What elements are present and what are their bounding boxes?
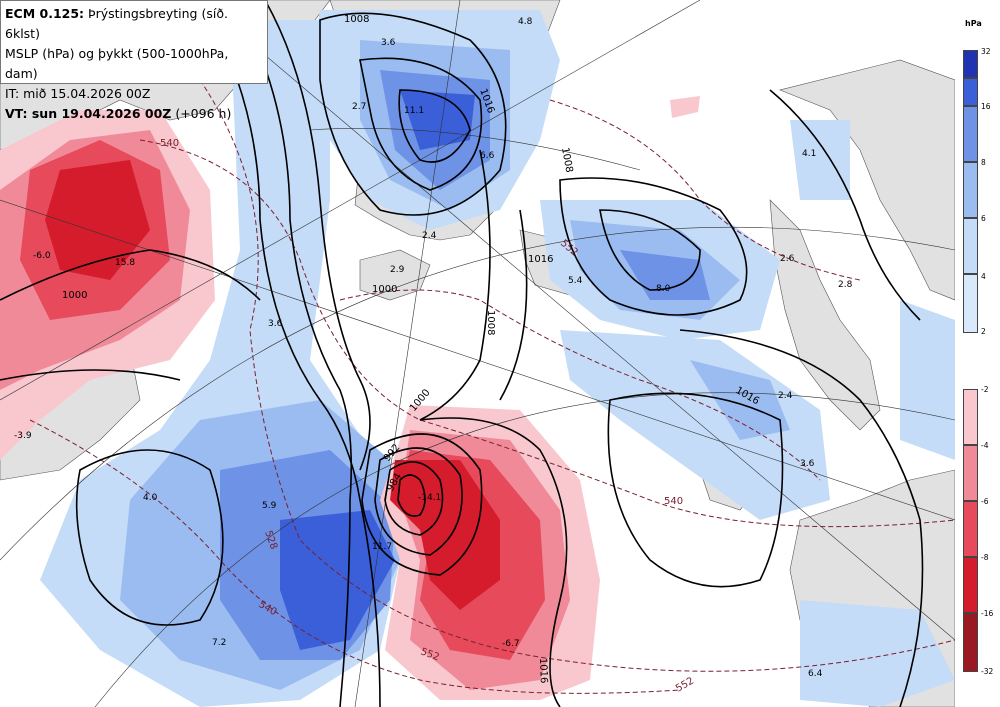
legend-swatch (963, 106, 978, 162)
thickness-contours (29, 79, 955, 694)
isobar-label: 1008 (485, 310, 496, 335)
legend-tick: 32 (981, 47, 991, 56)
legend-unit: hPa (965, 19, 982, 28)
legend-tick: 16 (981, 102, 991, 111)
tendency-value: 2.8 (838, 280, 853, 290)
thickness-label: 540 (160, 138, 179, 149)
isobar-label: 1016 (528, 254, 553, 265)
positive-tendency-areas (40, 10, 955, 707)
isobar-label: 1000 (372, 284, 397, 295)
tendency-value: 3.6 (381, 38, 396, 48)
map-info-panel: ECM 0.125: Þrýstingsbreyting (síð. 6klst… (0, 0, 268, 121)
tendency-value: -3.9 (14, 431, 32, 441)
tendency-value: 2.4 (778, 391, 793, 401)
legend-swatch (963, 557, 978, 613)
legend-tick: -16 (981, 609, 994, 618)
tendency-value: 7.2 (212, 638, 226, 648)
tendency-value: 4.0 (143, 493, 158, 503)
tendency-value: 2.7 (352, 102, 366, 112)
legend-swatch (963, 445, 978, 501)
tendency-labels: 4.8 3.6 11.1 2.7 6.6 2.4 -6.0 15.8 3.6 2… (14, 17, 853, 679)
isobar-label: 1008 (559, 147, 574, 174)
tendency-value: 4.1 (802, 149, 816, 159)
weather-map[interactable]: 1008 1008 1008 1016 1016 1016 1000 1000 … (0, 0, 955, 707)
legend-tick: -6 (981, 497, 989, 506)
legend-tick: -32 (981, 667, 994, 676)
legend-swatch (963, 274, 978, 333)
tendency-value: 3.6 (800, 459, 815, 469)
field-description: MSLP (hPa) og þykkt (500-1000hPa, dam) (5, 46, 229, 81)
tendency-value: 6.4 (808, 669, 823, 679)
isobar-label: 1016 (537, 658, 549, 684)
tendency-value: 15.8 (115, 258, 135, 268)
legend-tick: -8 (981, 553, 989, 562)
legend-swatch (963, 78, 978, 106)
legend-tick: 8 (981, 158, 986, 167)
tendency-value: 2.6 (780, 254, 795, 264)
legend-swatch (963, 218, 978, 274)
legend-swatch (963, 501, 978, 557)
isobar-label: 1000 (62, 290, 87, 301)
isobar-label: 1008 (344, 14, 369, 25)
legend-tick: 6 (981, 214, 986, 223)
legend-swatch (963, 389, 978, 445)
tendency-value: -6.0 (33, 251, 51, 261)
tendency-value: -14.1 (418, 493, 441, 503)
legend-tick: -2 (981, 385, 989, 394)
legend-swatch (963, 613, 978, 672)
legend-swatch (963, 50, 978, 78)
tendency-value: 5.4 (568, 276, 583, 286)
tendency-value: 11.7 (372, 542, 392, 552)
init-time: IT: mið 15.04.2026 00Z (5, 86, 151, 101)
thickness-label: 552 (674, 676, 696, 695)
color-legend: hPa 32 16 8 6 4 2 -2 -4 -6 -8 -16 -32 (955, 0, 1000, 707)
legend-tick: -4 (981, 441, 989, 450)
model-title: ECM 0.125: Þrýstingsbreyting (síð. 6klst… (5, 6, 228, 41)
thickness-label: 540 (664, 496, 683, 507)
tendency-value: 5.9 (262, 501, 277, 511)
tendency-value: 4.8 (518, 17, 533, 27)
isobars (0, 0, 924, 707)
tendency-value: 11.1 (404, 106, 424, 116)
legend-tick: 2 (981, 327, 986, 336)
legend-tick: 4 (981, 272, 986, 281)
tendency-value: -6.7 (502, 639, 520, 649)
land-norway-coast (769, 199, 881, 431)
tendency-value: 3.6 (268, 319, 283, 329)
tendency-value: 2.4 (422, 231, 437, 241)
legend-swatch (963, 162, 978, 218)
valid-time: VT: sun 19.04.2026 00Z (+096 h) (5, 106, 232, 121)
tendency-value: 6.6 (480, 151, 495, 161)
tendency-value: 8.0 (656, 284, 671, 294)
tendency-value: 2.9 (390, 265, 405, 275)
graticule (0, 0, 955, 707)
